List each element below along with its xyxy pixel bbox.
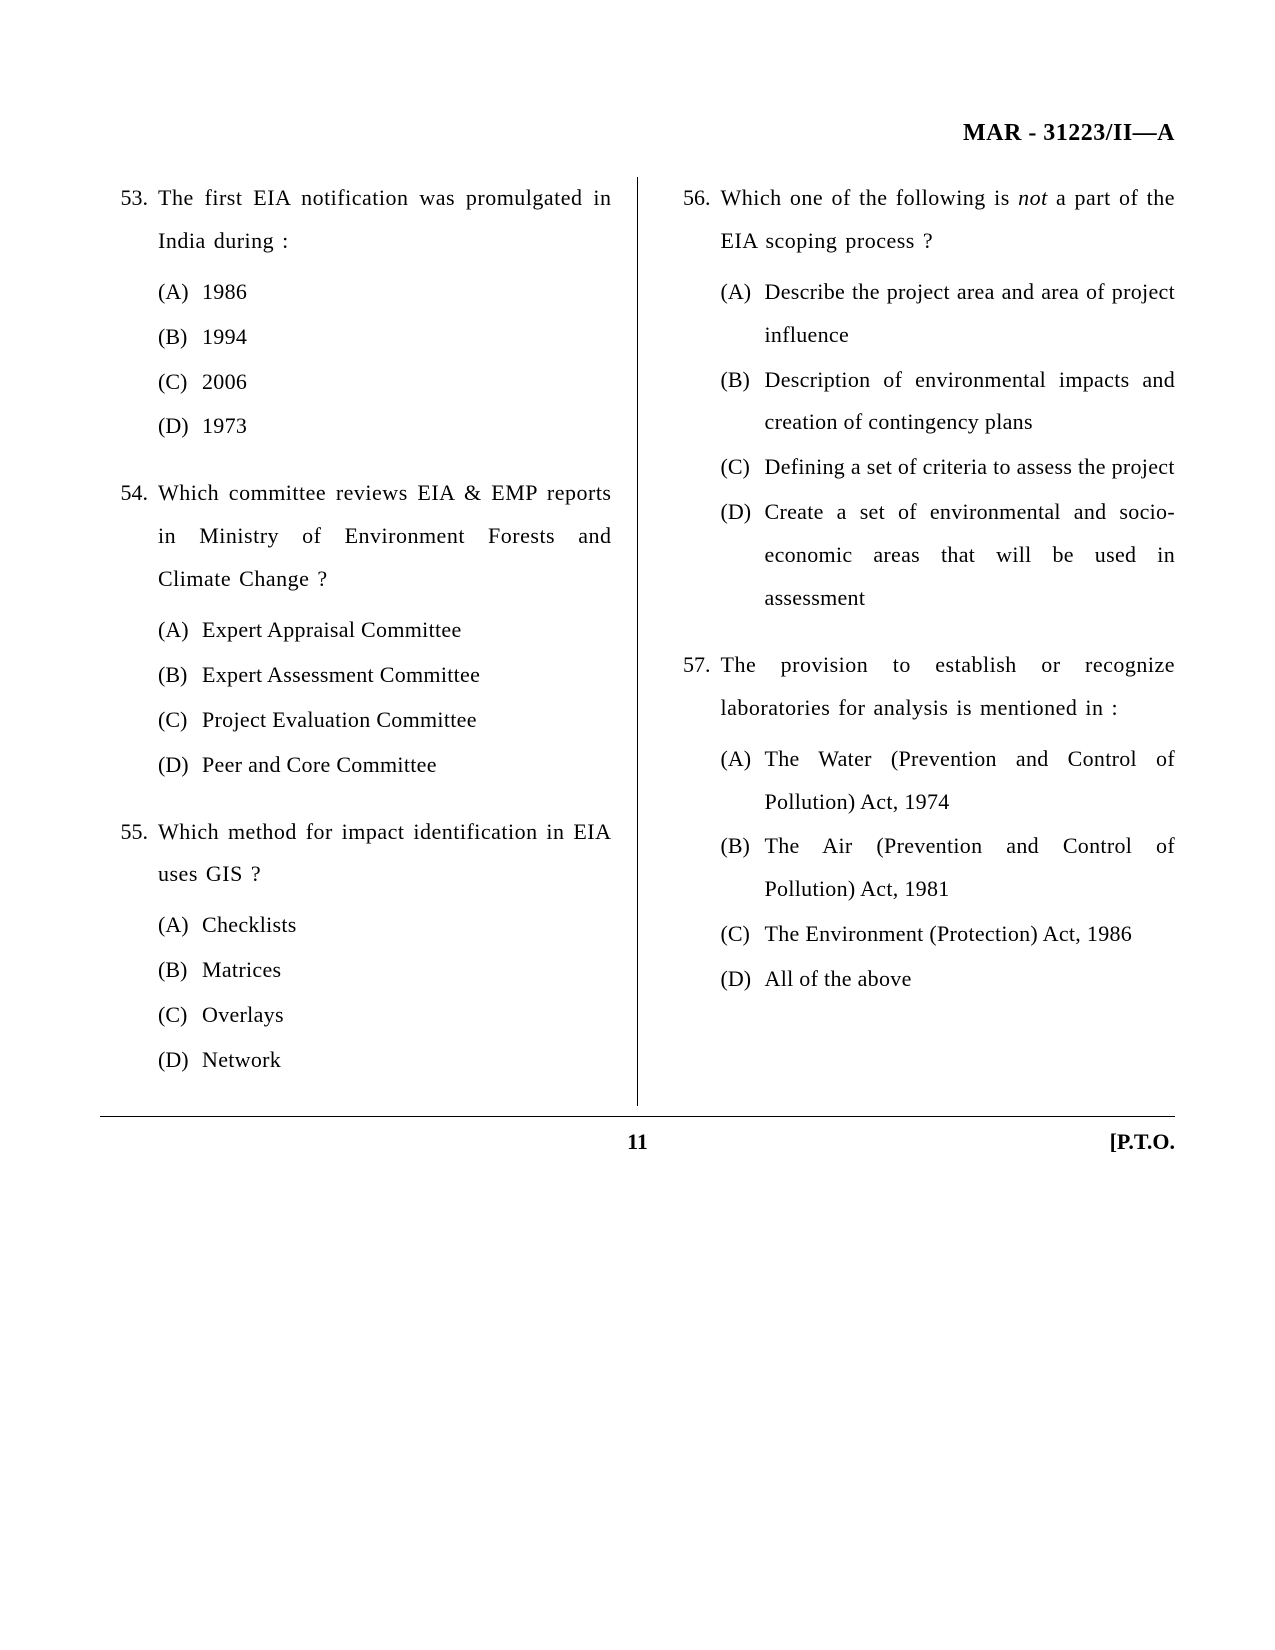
footer: 11 [P.T.O. [100, 1129, 1175, 1155]
option-a: (A) Describe the project area and area o… [721, 271, 1176, 357]
option-text: The Environment (Protection) Act, 1986 [765, 913, 1176, 956]
question-text-italic: not [1018, 185, 1048, 210]
option-b: (B) 1994 [158, 316, 612, 359]
question-body: The provision to establish or recognize … [721, 644, 1176, 1003]
option-text: Matrices [202, 949, 612, 992]
option-text: Expert Appraisal Committee [202, 609, 612, 652]
option-label: (A) [158, 609, 202, 652]
question-53: 53. The first EIA notification was promu… [100, 177, 612, 450]
option-label: (A) [721, 271, 765, 357]
option-c: (C) The Environment (Protection) Act, 19… [721, 913, 1176, 956]
option-c: (C) Overlays [158, 994, 612, 1037]
option-label: (B) [721, 825, 765, 911]
option-text: Expert Assessment Committee [202, 654, 612, 697]
option-label: (B) [158, 654, 202, 697]
question-number: 56. [663, 177, 721, 622]
option-text: 1986 [202, 271, 612, 314]
content-columns: 53. The first EIA notification was promu… [100, 177, 1175, 1117]
option-b: (B) Expert Assessment Committee [158, 654, 612, 697]
option-label: (C) [158, 994, 202, 1037]
option-a: (A) 1986 [158, 271, 612, 314]
options-list: (A) Expert Appraisal Committee (B) Exper… [158, 609, 612, 787]
option-label: (D) [158, 744, 202, 787]
option-text: 1973 [202, 405, 612, 448]
option-text: Peer and Core Committee [202, 744, 612, 787]
option-text: The Water (Prevention and Control of Pol… [765, 738, 1176, 824]
option-text: The Air (Prevention and Control of Pollu… [765, 825, 1176, 911]
question-number: 53. [100, 177, 158, 450]
option-b: (B) Matrices [158, 949, 612, 992]
options-list: (A) 1986 (B) 1994 (C) 2006 (D) [158, 271, 612, 449]
question-54: 54. Which committee reviews EIA & EMP re… [100, 472, 612, 788]
option-c: (C) Defining a set of criteria to assess… [721, 446, 1176, 489]
question-56: 56. Which one of the following is not a … [663, 177, 1176, 622]
option-text: Description of environmental impacts and… [765, 359, 1176, 445]
left-column: 53. The first EIA notification was promu… [100, 177, 638, 1106]
question-text: Which committee reviews EIA & EMP report… [158, 472, 612, 601]
pto-label: [P.T.O. [820, 1129, 1175, 1155]
question-body: Which method for impact identification i… [158, 811, 612, 1084]
options-list: (A) Checklists (B) Matrices (C) Overlays [158, 904, 612, 1082]
option-label: (B) [158, 316, 202, 359]
option-text: Project Evaluation Committee [202, 699, 612, 742]
option-b: (B) Description of environmental impacts… [721, 359, 1176, 445]
question-57: 57. The provision to establish or recogn… [663, 644, 1176, 1003]
question-text: The first EIA notification was promulgat… [158, 177, 612, 263]
option-label: (A) [158, 271, 202, 314]
option-text: Create a set of environmental and socio-… [765, 491, 1176, 620]
options-list: (A) Describe the project area and area o… [721, 271, 1176, 620]
option-text: Overlays [202, 994, 612, 1037]
question-text: Which one of the following is not a part… [721, 177, 1176, 263]
question-text-pre: Which one of the following is [721, 185, 1019, 210]
option-d: (D) All of the above [721, 958, 1176, 1001]
question-number: 54. [100, 472, 158, 788]
option-label: (C) [158, 361, 202, 404]
option-c: (C) 2006 [158, 361, 612, 404]
right-column: 56. Which one of the following is not a … [638, 177, 1176, 1106]
options-list: (A) The Water (Prevention and Control of… [721, 738, 1176, 1001]
option-label: (B) [158, 949, 202, 992]
option-text: 1994 [202, 316, 612, 359]
option-b: (B) The Air (Prevention and Control of P… [721, 825, 1176, 911]
option-d: (D) Peer and Core Committee [158, 744, 612, 787]
option-label: (A) [721, 738, 765, 824]
option-label: (D) [158, 405, 202, 448]
question-text: The provision to establish or recognize … [721, 644, 1176, 730]
option-a: (A) Expert Appraisal Committee [158, 609, 612, 652]
question-number: 57. [663, 644, 721, 1003]
option-label: (A) [158, 904, 202, 947]
question-body: Which committee reviews EIA & EMP report… [158, 472, 612, 788]
option-a: (A) Checklists [158, 904, 612, 947]
option-text: Checklists [202, 904, 612, 947]
option-d: (D) Network [158, 1039, 612, 1082]
option-text: Network [202, 1039, 612, 1082]
question-text: Which method for impact identification i… [158, 811, 612, 897]
option-label: (B) [721, 359, 765, 445]
option-text: Defining a set of criteria to assess the… [765, 446, 1176, 489]
option-label: (D) [721, 958, 765, 1001]
option-label: (C) [158, 699, 202, 742]
question-55: 55. Which method for impact identificati… [100, 811, 612, 1084]
option-d: (D) 1973 [158, 405, 612, 448]
question-body: The first EIA notification was promulgat… [158, 177, 612, 450]
option-label: (D) [721, 491, 765, 620]
page-number: 11 [460, 1129, 815, 1155]
header-code: MAR - 31223/II—A [100, 120, 1175, 147]
question-body: Which one of the following is not a part… [721, 177, 1176, 622]
option-text: 2006 [202, 361, 612, 404]
option-text: All of the above [765, 958, 1176, 1001]
option-label: (C) [721, 913, 765, 956]
option-text: Describe the project area and area of pr… [765, 271, 1176, 357]
option-d: (D) Create a set of environmental and so… [721, 491, 1176, 620]
option-c: (C) Project Evaluation Committee [158, 699, 612, 742]
question-number: 55. [100, 811, 158, 1084]
option-a: (A) The Water (Prevention and Control of… [721, 738, 1176, 824]
option-label: (C) [721, 446, 765, 489]
exam-page: MAR - 31223/II—A 53. The first EIA notif… [0, 0, 1275, 1650]
option-label: (D) [158, 1039, 202, 1082]
